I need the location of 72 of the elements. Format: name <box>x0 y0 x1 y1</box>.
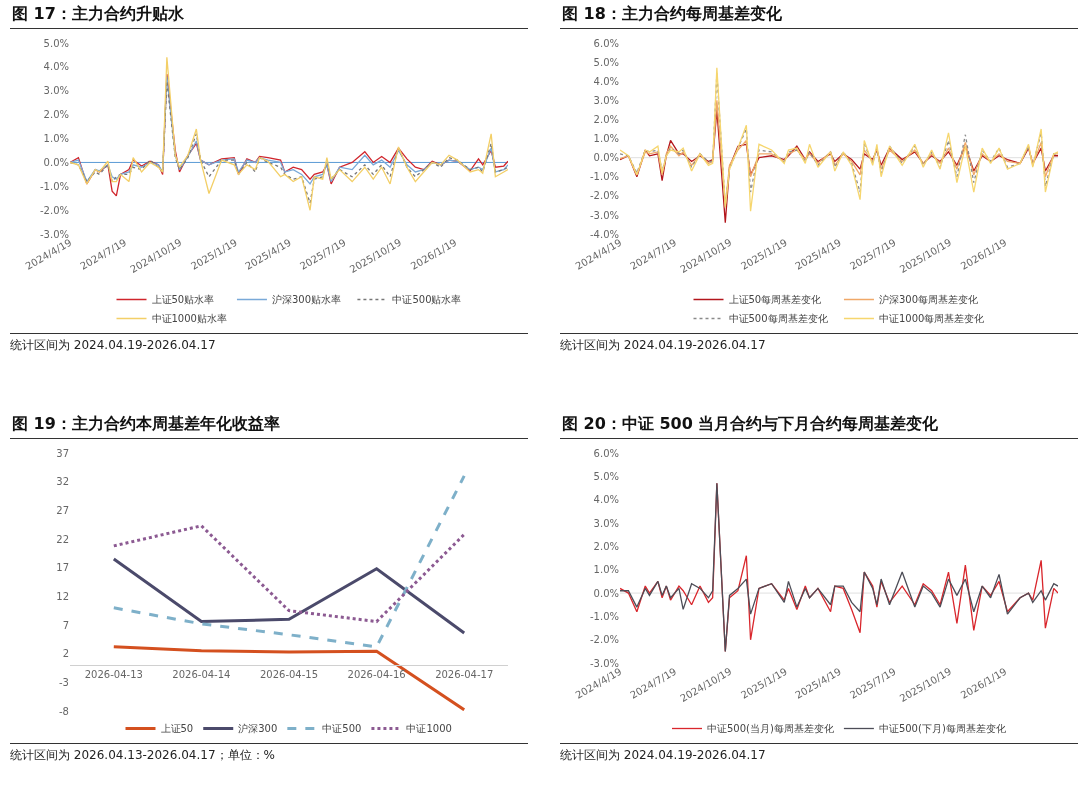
y-tick-label: 5.0% <box>593 56 619 68</box>
legend-label: 中证1000每周基差变化 <box>878 313 985 325</box>
y-tick-label: 0.0% <box>593 587 619 599</box>
y-tick-label: -1.0% <box>589 610 619 622</box>
line-series <box>620 482 1058 653</box>
y-tick-label: 4.0% <box>593 75 619 87</box>
y-tick-label: 3.0% <box>593 94 619 106</box>
y-tick-label: 0.0% <box>593 152 619 164</box>
y-tick-label: -2.0% <box>39 204 69 216</box>
text: 统计区间为 2024.04.19-2026.04.17 <box>10 333 528 354</box>
y-tick-label: 2.0% <box>593 113 619 125</box>
line-series <box>112 524 466 624</box>
x-tick-label: 2026-04-13 <box>84 669 143 681</box>
line-series <box>70 56 508 211</box>
y-tick-label: 5.0% <box>593 470 619 482</box>
legend-label: 中证500(下月)每周基差变化 <box>878 723 1006 735</box>
y-tick-label: -3.0% <box>589 209 619 221</box>
text: 统计区间为 2026.04.13-2026.04.17；单位：% <box>10 743 528 764</box>
y-tick-label: 2 <box>62 648 69 660</box>
chart-title: 图 17：主力合约升贴水 <box>10 2 528 29</box>
y-tick-label: -3 <box>59 676 69 688</box>
legend-label: 中证500 <box>322 723 362 735</box>
legend-label: 沪深300 <box>238 723 278 735</box>
chart-title: 图 19：主力合约本周基差年化收益率 <box>10 412 528 439</box>
y-tick-label: -1.0% <box>39 180 69 192</box>
y-tick-label: 6.0% <box>593 37 619 49</box>
y-tick-label: 0.0% <box>43 156 69 168</box>
y-tick-label: 2.0% <box>43 109 69 121</box>
y-tick-label: -4.0% <box>589 228 619 240</box>
chart-title: 图 18：主力合约每周基差变化 <box>560 2 1078 29</box>
y-tick-label: 32 <box>56 476 69 488</box>
y-tick-label: 37 <box>56 447 69 459</box>
legend-label: 中证500每周基差变化 <box>728 313 828 325</box>
legend-label: 上证50贴水率 <box>151 294 215 306</box>
y-tick-label: -1.0% <box>589 171 619 183</box>
x-tick-label: 2026-04-15 <box>259 669 319 681</box>
y-tick-label: 7 <box>62 619 69 631</box>
line-series <box>112 474 466 649</box>
legend-label: 沪深300贴水率 <box>271 294 342 306</box>
y-tick-label: 2.0% <box>593 540 619 552</box>
line-series <box>112 557 466 635</box>
y-tick-label: 1.0% <box>593 564 619 576</box>
y-tick-label: 3.0% <box>43 85 69 97</box>
legend-label: 中证500(当月)每周基差变化 <box>707 723 834 735</box>
y-tick-label: -3.0% <box>39 228 69 240</box>
y-tick-label: 3.0% <box>593 517 619 529</box>
legend-label: 上证50每周基差变化 <box>728 294 822 306</box>
y-tick-label: 1.0% <box>43 133 69 145</box>
y-tick-label: 4.0% <box>43 61 69 73</box>
y-tick-label: 4.0% <box>593 494 619 506</box>
y-tick-label: 6.0% <box>593 447 619 459</box>
legend-label: 上证50 <box>160 723 194 735</box>
legend-label: 沪深300每周基差变化 <box>878 294 979 306</box>
y-tick-label: 17 <box>56 562 69 574</box>
text: 统计区间为 2024.04.19-2026.04.17 <box>560 333 1078 354</box>
legend-label: 中证500贴水率 <box>392 294 462 306</box>
text: 统计区间为 2024.04.19-2026.04.17 <box>560 743 1078 764</box>
y-tick-label: -3.0% <box>589 657 619 669</box>
y-tick-label: 1.0% <box>593 133 619 145</box>
y-tick-label: 22 <box>56 533 69 545</box>
legend-label: 中证1000 <box>406 723 452 735</box>
chart-title: 图 20：中证 500 当月合约与下月合约每周基差变化 <box>560 412 1078 439</box>
x-tick-label: 2026-04-16 <box>347 669 406 681</box>
x-tick-label: 2026-04-17 <box>435 669 494 681</box>
x-tick-label: 2026-04-14 <box>172 669 231 681</box>
y-tick-label: -2.0% <box>589 634 619 646</box>
y-tick-label: -8 <box>59 705 69 717</box>
y-tick-label: -2.0% <box>589 190 619 202</box>
legend-label: 中证1000贴水率 <box>151 313 227 325</box>
y-tick-label: 27 <box>56 504 69 516</box>
y-tick-label: 5.0% <box>43 37 69 49</box>
y-tick-label: 12 <box>56 590 69 602</box>
